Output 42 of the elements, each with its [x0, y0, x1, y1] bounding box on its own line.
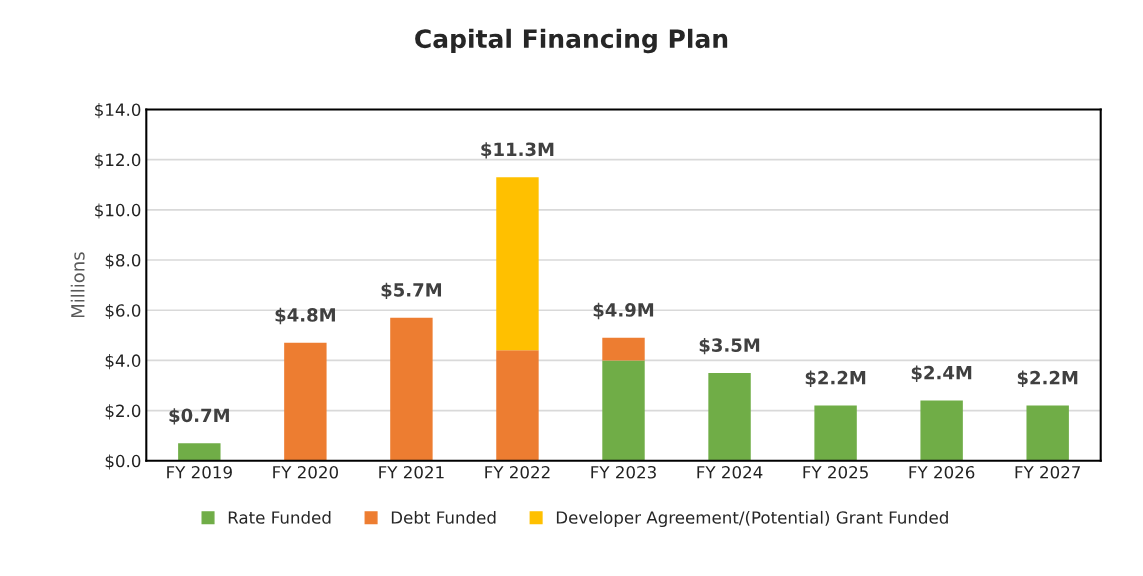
bar [1026, 405, 1069, 461]
x-tick-label: FY 2019 [167, 465, 232, 479]
x-tick-label: FY 2020 [273, 465, 339, 479]
x-tick-label: FY 2026 [909, 465, 975, 479]
bar [814, 405, 857, 461]
y-axis-title: Millions [70, 252, 85, 318]
y-tick-label: $0.0 [105, 454, 141, 470]
total-label: $4.8M [275, 307, 335, 325]
y-tick-label: $14.0 [95, 103, 141, 119]
total-label: $4.9M [593, 302, 654, 320]
bar [708, 372, 751, 461]
bar [390, 317, 433, 461]
bar [602, 360, 645, 461]
bar [920, 400, 963, 461]
bar [496, 350, 539, 461]
bar [284, 342, 327, 461]
bar [602, 337, 645, 361]
x-tick-label: FY 2024 [697, 465, 763, 479]
total-label: $11.3M [481, 142, 554, 159]
bar [178, 443, 221, 461]
y-tick-label: $12.0 [95, 153, 141, 169]
total-label: $0.7M [169, 408, 229, 425]
y-tick-label: $6.0 [105, 303, 141, 319]
legend-label: Developer Agreement/(Potential) Grant Funded [556, 510, 948, 528]
x-tick-label: FY 2021 [379, 465, 444, 479]
x-tick-label: FY 2023 [591, 465, 656, 479]
total-label: $2.4M [911, 365, 972, 382]
legend-label: Debt Funded [391, 510, 496, 524]
legend-label: Rate Funded [228, 510, 331, 524]
x-tick-label: FY 2027 [1015, 465, 1080, 479]
chart-title: Capital Financing Plan [415, 28, 728, 54]
y-tick-label: $10.0 [95, 203, 141, 219]
total-label: $3.5M [699, 337, 760, 355]
x-tick-label: FY 2022 [485, 465, 550, 479]
y-tick-label: $2.0 [105, 404, 141, 420]
y-tick-label: $8.0 [105, 253, 141, 269]
x-tick-label: FY 2025 [803, 465, 868, 479]
y-tick-label: $4.0 [105, 354, 141, 370]
bar [496, 177, 539, 351]
total-label: $5.7M [381, 282, 442, 300]
total-label: $2.2M [1017, 370, 1078, 387]
total-label: $2.2M [805, 370, 866, 387]
